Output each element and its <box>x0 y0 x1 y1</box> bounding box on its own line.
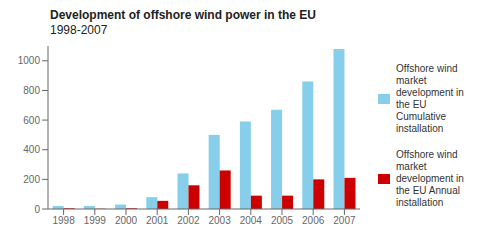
html-text:Development of offshore wind p: Development of offshore wind power in th… <box>50 8 316 22</box>
html-text:1998-2007: 1998-2007 <box>50 23 108 37</box>
svg-text:2007: 2007 <box>333 215 356 226</box>
svg-text:200: 200 <box>23 174 40 185</box>
html-text:installation: installation <box>396 122 444 134</box>
html-text:market: market <box>396 160 427 172</box>
html-text:market: market <box>396 74 427 86</box>
html-text:the EU Annual: the EU Annual <box>396 184 460 196</box>
svg-text:0: 0 <box>34 204 40 215</box>
svg-text:800: 800 <box>23 85 40 96</box>
svg-text:2003: 2003 <box>208 215 231 226</box>
svg-text:1999: 1999 <box>84 215 107 226</box>
html-text:development in: development in <box>396 172 464 184</box>
svg-text:400: 400 <box>23 144 40 155</box>
html-text:development in: development in <box>396 86 464 98</box>
svg-text:1000: 1000 <box>18 55 41 66</box>
svg-text:2001: 2001 <box>146 215 169 226</box>
svg-text:600: 600 <box>23 115 40 126</box>
svg-text:2004: 2004 <box>240 215 263 226</box>
html-text:Offshore wind: Offshore wind <box>396 62 458 74</box>
html-text:the EU: the EU <box>396 98 427 110</box>
svg-text:2005: 2005 <box>271 215 294 226</box>
svg-text:1998: 1998 <box>52 215 75 226</box>
html-text:Offshore wind: Offshore wind <box>396 148 458 160</box>
html-text:installation: installation <box>396 196 444 208</box>
svg-text:2002: 2002 <box>177 215 200 226</box>
svg-text:2006: 2006 <box>302 215 325 226</box>
svg-text:2000: 2000 <box>115 215 138 226</box>
html-text:Cumulative: Cumulative <box>396 110 446 122</box>
